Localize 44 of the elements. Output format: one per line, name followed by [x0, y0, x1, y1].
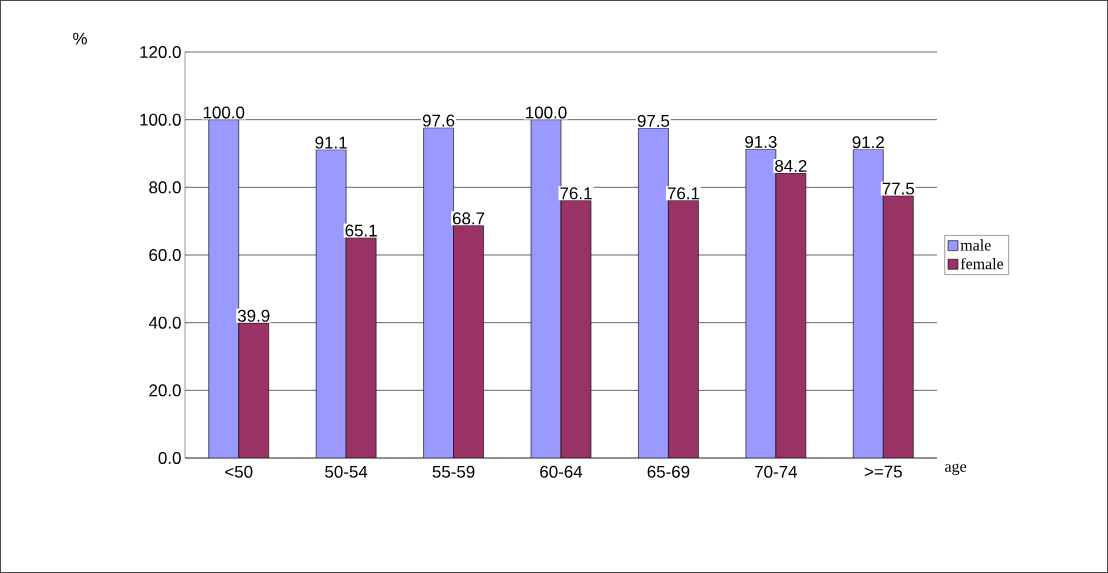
bar [238, 322, 270, 458]
data-label: 97.6 [422, 114, 455, 127]
y-tick-label: 20.0 [149, 384, 181, 397]
data-label: 91.1 [315, 136, 347, 149]
data-label: 91.2 [852, 136, 884, 149]
data-label: 76.1 [560, 187, 592, 200]
y-axis-title: % [73, 32, 87, 45]
bar [745, 148, 777, 458]
data-label: 76.1 [667, 187, 700, 200]
y-tick-label: 60.0 [149, 249, 181, 261]
legend-label: male [960, 239, 991, 251]
y-tick-label: 80.0 [149, 181, 181, 194]
data-label: 100.0 [526, 106, 567, 119]
data-label: 39.9 [237, 309, 270, 322]
bar [852, 149, 884, 458]
data-label: 68.7 [452, 212, 485, 225]
bar [882, 195, 914, 458]
bar [315, 149, 347, 458]
y-tick-label: 100.0 [140, 113, 181, 126]
bar [208, 119, 240, 458]
bar [775, 172, 807, 458]
y-tick-label: 120.0 [140, 46, 181, 58]
bar [560, 200, 592, 458]
x-tick-label: <50 [225, 465, 253, 478]
x-tick-label: >=75 [864, 465, 902, 478]
y-tick-label: 40.0 [148, 316, 181, 329]
x-tick-label: 55-59 [432, 465, 475, 478]
bar [345, 237, 377, 458]
x-tick-label: 50-54 [325, 465, 368, 478]
bar [668, 200, 699, 458]
x-tick-label: 60-64 [540, 465, 583, 478]
x-tick-label: 65-69 [647, 465, 690, 478]
data-label: 77.5 [882, 182, 915, 195]
x-axis-title: age [945, 463, 967, 476]
x-tick-label: 70-74 [755, 465, 798, 478]
data-label: 97.5 [637, 114, 670, 127]
data-label: 84.2 [775, 159, 807, 172]
data-label: 100.0 [203, 106, 245, 119]
legend-label: female [960, 257, 1004, 270]
data-label: 91.3 [745, 135, 777, 148]
bar [453, 225, 484, 458]
data-label: 65.1 [345, 224, 377, 237]
y-tick-label: 0.0 [158, 452, 181, 464]
bar [530, 119, 562, 458]
